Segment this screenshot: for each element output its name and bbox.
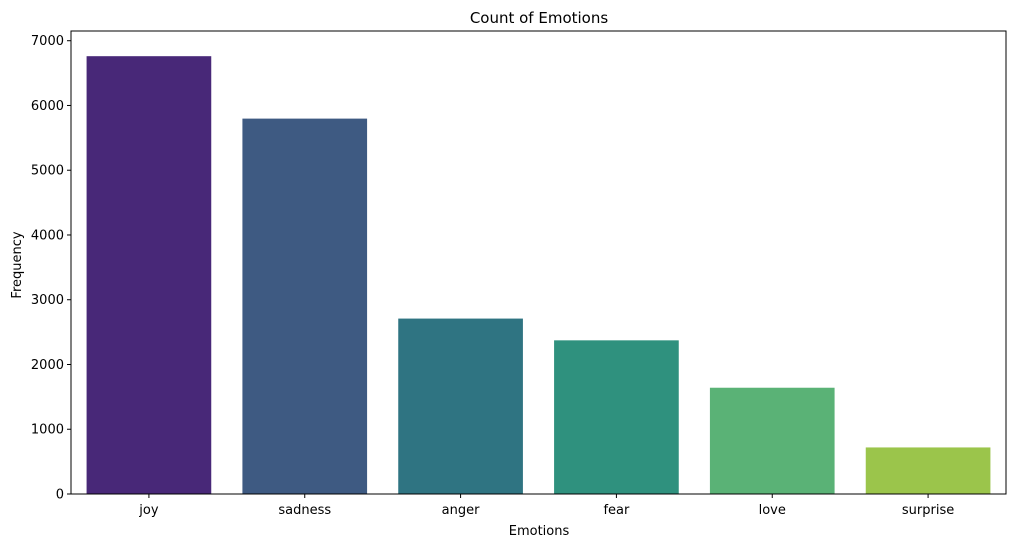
x-tick-label: love <box>759 503 786 518</box>
y-axis: 0 1000 2000 3000 4000 5000 6000 7000 <box>31 34 71 503</box>
bar-anger <box>398 318 523 494</box>
bar-surprise <box>865 447 991 494</box>
x-tick-label: anger <box>442 503 480 518</box>
x-axis-label: Emotions <box>509 524 570 539</box>
bar-sadness <box>242 118 368 495</box>
x-tick-label: sadness <box>278 503 331 518</box>
x-tick-label: fear <box>603 503 630 518</box>
bar-love <box>709 387 835 494</box>
x-axis: joy sadness anger fear love surprise <box>138 494 954 518</box>
y-tick-label: 2000 <box>31 358 64 373</box>
y-tick-label: 1000 <box>31 423 64 438</box>
y-axis-label: Frequency <box>10 231 25 298</box>
y-tick-label: 4000 <box>31 228 64 243</box>
x-tick-label: joy <box>138 503 159 518</box>
bars-layer <box>86 56 991 495</box>
bar-fear <box>554 340 679 494</box>
y-tick-label: 7000 <box>31 34 64 49</box>
y-tick-label: 6000 <box>31 99 64 114</box>
plot-frame <box>70 30 1007 495</box>
y-tick-label: 0 <box>56 488 64 503</box>
y-tick-label: 3000 <box>31 293 64 308</box>
bar-joy <box>86 56 212 494</box>
chart-title: Count of Emotions <box>470 9 609 27</box>
x-tick-label: surprise <box>902 503 954 518</box>
y-tick-label: 5000 <box>31 164 64 179</box>
